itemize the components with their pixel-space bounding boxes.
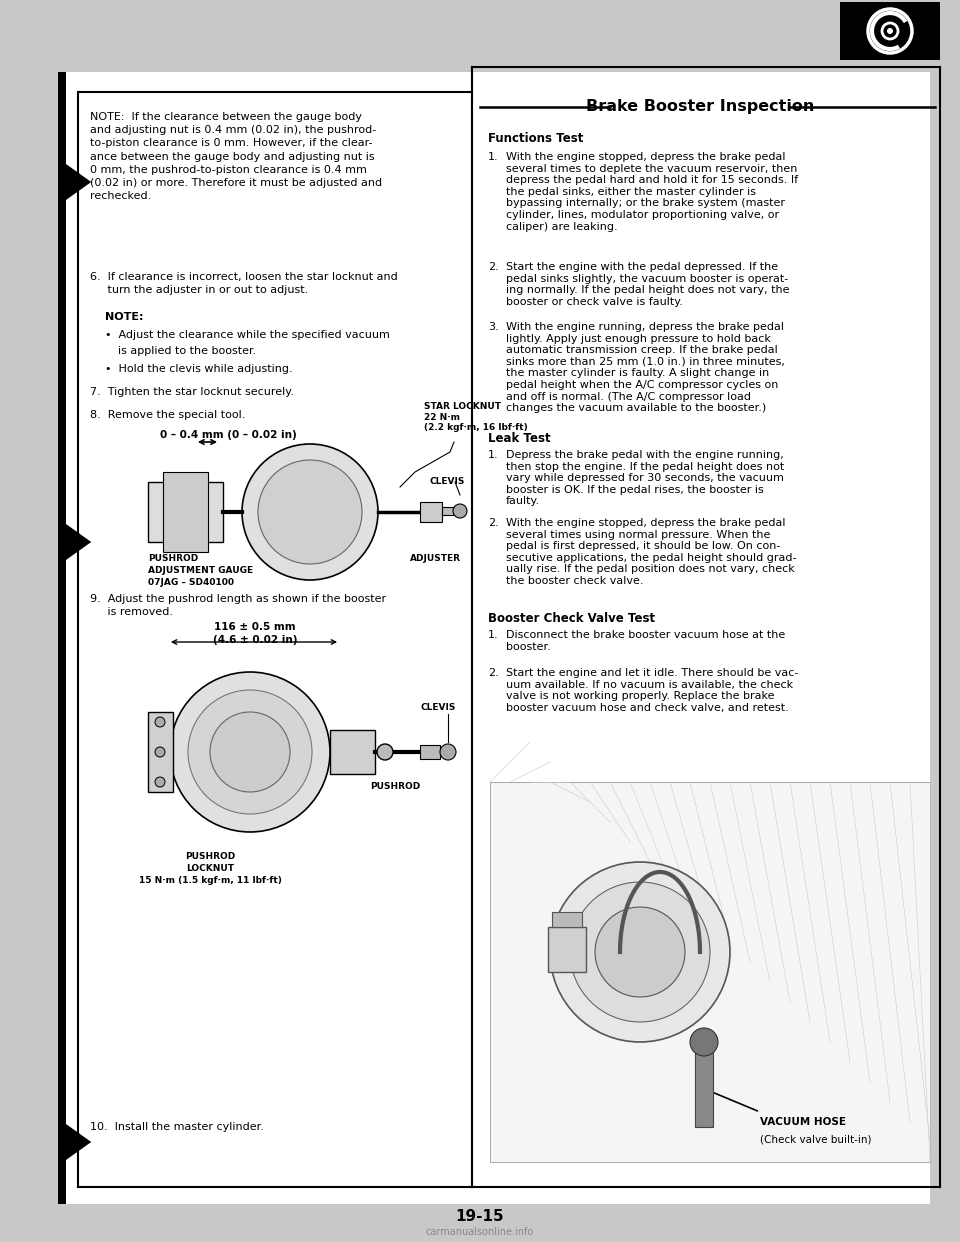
Polygon shape bbox=[66, 164, 91, 200]
Circle shape bbox=[242, 443, 378, 580]
Text: 2.: 2. bbox=[488, 262, 499, 272]
Bar bbox=[0, 0, 58, 1242]
Text: LOCKNUT: LOCKNUT bbox=[186, 864, 234, 873]
Text: Start the engine and let it idle. There should be vac-
uum available. If no vacu: Start the engine and let it idle. There … bbox=[506, 668, 799, 713]
Text: PUSHROD: PUSHROD bbox=[185, 852, 235, 861]
Text: ADJUSTER: ADJUSTER bbox=[410, 554, 461, 563]
Text: 1.: 1. bbox=[488, 152, 498, 161]
Text: With the engine stopped, depress the brake pedal
several times using normal pres: With the engine stopped, depress the bra… bbox=[506, 518, 797, 586]
Text: Functions Test: Functions Test bbox=[488, 132, 584, 145]
Circle shape bbox=[570, 882, 710, 1022]
Bar bbox=[148, 482, 223, 542]
Circle shape bbox=[887, 29, 893, 34]
Text: 8.  Remove the special tool.: 8. Remove the special tool. bbox=[90, 410, 246, 420]
Bar bbox=[0, 1203, 960, 1242]
Text: PUSHROD: PUSHROD bbox=[148, 554, 199, 563]
Text: (4.6 ± 0.02 in): (4.6 ± 0.02 in) bbox=[213, 635, 298, 645]
Text: VACUUM HOSE: VACUUM HOSE bbox=[760, 1117, 846, 1126]
Text: 116 ± 0.5 mm: 116 ± 0.5 mm bbox=[214, 622, 296, 632]
Bar bbox=[58, 72, 66, 1203]
Polygon shape bbox=[66, 1124, 91, 1160]
Bar bbox=[490, 782, 930, 1163]
Text: With the engine running, depress the brake pedal
lightly. Apply just enough pres: With the engine running, depress the bra… bbox=[506, 322, 785, 414]
Bar bbox=[420, 745, 440, 759]
Text: is applied to the booster.: is applied to the booster. bbox=[118, 347, 256, 356]
Text: 0 – 0.4 mm (0 – 0.02 in): 0 – 0.4 mm (0 – 0.02 in) bbox=[160, 430, 297, 440]
Text: 3.: 3. bbox=[488, 322, 498, 332]
Text: Leak Test: Leak Test bbox=[488, 432, 551, 445]
Text: ADJUSTMENT GAUGE: ADJUSTMENT GAUGE bbox=[148, 566, 253, 575]
Text: 07JAG – SD40100: 07JAG – SD40100 bbox=[148, 578, 234, 587]
Text: 19-15: 19-15 bbox=[456, 1208, 504, 1225]
Text: •  Hold the clevis while adjusting.: • Hold the clevis while adjusting. bbox=[105, 364, 293, 374]
Bar bbox=[930, 0, 960, 1242]
Text: PUSHROD: PUSHROD bbox=[370, 782, 420, 791]
Circle shape bbox=[170, 672, 330, 832]
Text: •  Adjust the clearance while the specified vacuum: • Adjust the clearance while the specifi… bbox=[105, 330, 390, 340]
Bar bbox=[148, 712, 173, 792]
Text: Start the engine with the pedal depressed. If the
pedal sinks slightly, the vacu: Start the engine with the pedal depresse… bbox=[506, 262, 789, 307]
Bar bbox=[420, 502, 442, 522]
Text: 15 N·m (1.5 kgf·m, 11 lbf·ft): 15 N·m (1.5 kgf·m, 11 lbf·ft) bbox=[138, 876, 281, 886]
Text: Brake Booster Inspection: Brake Booster Inspection bbox=[586, 99, 814, 114]
Text: 2.: 2. bbox=[488, 668, 499, 678]
Bar bbox=[840, 2, 940, 60]
Text: NOTE:  If the clearance between the gauge body
and adjusting nut is 0.4 mm (0.02: NOTE: If the clearance between the gauge… bbox=[90, 112, 382, 201]
Text: 10.  Install the master cylinder.: 10. Install the master cylinder. bbox=[90, 1122, 264, 1131]
Text: NOTE:: NOTE: bbox=[105, 312, 143, 322]
Bar bbox=[548, 927, 586, 972]
Text: With the engine stopped, depress the brake pedal
several times to deplete the va: With the engine stopped, depress the bra… bbox=[506, 152, 798, 231]
Circle shape bbox=[155, 717, 165, 727]
Text: Booster Check Valve Test: Booster Check Valve Test bbox=[488, 612, 655, 625]
Text: 9.  Adjust the pushrod length as shown if the booster
     is removed.: 9. Adjust the pushrod length as shown if… bbox=[90, 594, 386, 617]
Circle shape bbox=[210, 712, 290, 792]
Text: 7.  Tighten the star locknut securely.: 7. Tighten the star locknut securely. bbox=[90, 388, 294, 397]
Circle shape bbox=[377, 744, 393, 760]
Text: (Check valve built-in): (Check valve built-in) bbox=[760, 1134, 872, 1144]
Text: 6.  If clearance is incorrect, loosen the star locknut and
     turn the adjuste: 6. If clearance is incorrect, loosen the… bbox=[90, 272, 397, 296]
Circle shape bbox=[595, 907, 685, 997]
Text: Depress the brake pedal with the engine running,
then stop the engine. If the pe: Depress the brake pedal with the engine … bbox=[506, 450, 784, 507]
Circle shape bbox=[155, 746, 165, 758]
Circle shape bbox=[690, 1028, 718, 1056]
Text: CLEVIS: CLEVIS bbox=[430, 477, 466, 486]
Text: 2.: 2. bbox=[488, 518, 499, 528]
Circle shape bbox=[550, 862, 730, 1042]
Circle shape bbox=[440, 744, 456, 760]
Text: CLEVIS: CLEVIS bbox=[420, 703, 456, 712]
Bar bbox=[330, 730, 375, 774]
Text: 1.: 1. bbox=[488, 630, 498, 640]
Text: 1.: 1. bbox=[488, 450, 498, 460]
Circle shape bbox=[188, 691, 312, 814]
Bar bbox=[163, 472, 208, 551]
Bar bbox=[442, 507, 454, 515]
Bar bbox=[552, 912, 582, 927]
Circle shape bbox=[155, 777, 165, 787]
Bar bbox=[695, 1047, 713, 1126]
Text: Disconnect the brake booster vacuum hose at the
booster.: Disconnect the brake booster vacuum hose… bbox=[506, 630, 785, 652]
Polygon shape bbox=[66, 524, 91, 560]
Bar bbox=[0, 0, 960, 72]
Circle shape bbox=[258, 460, 362, 564]
Text: carmanualsonline.info: carmanualsonline.info bbox=[426, 1227, 534, 1237]
Circle shape bbox=[453, 504, 467, 518]
Text: STAR LOCKNUT
22 N·m
(2.2 kgf·m, 16 lbf·ft): STAR LOCKNUT 22 N·m (2.2 kgf·m, 16 lbf·f… bbox=[424, 402, 528, 432]
